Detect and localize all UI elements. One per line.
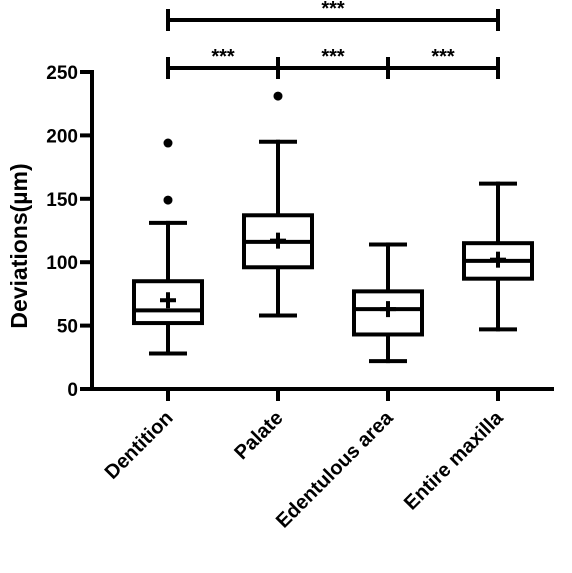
outlier-point	[273, 91, 283, 101]
labels: Deviations(µm)	[6, 163, 32, 328]
y-tick-label: 200	[46, 126, 78, 147]
significance-label: ***	[321, 0, 345, 20]
y-tick-label: 150	[46, 190, 78, 211]
outlier-point	[163, 138, 173, 148]
box-series	[132, 91, 534, 364]
outlier-point	[163, 195, 173, 205]
y-tick-label: 100	[46, 253, 78, 274]
significance-label: ***	[211, 46, 235, 68]
significance-label: ***	[431, 46, 455, 68]
x-category-label: Edentulous area	[272, 406, 398, 532]
x-category-label: Dentition	[101, 407, 178, 484]
y-tick-label: 50	[57, 317, 78, 338]
axes: 0 50 100 150 200 250 Dentition PalateEdentulous…	[46, 63, 554, 533]
significance-brackets: *** *** *** ***	[166, 0, 500, 79]
x-category-label: Entire maxilla	[400, 406, 508, 514]
y-tick-label: 0	[67, 380, 78, 401]
y-tick-label: 250	[46, 63, 78, 84]
significance-label: ***	[321, 46, 345, 68]
x-category-label: Palate	[230, 407, 287, 464]
y-axis-label: Deviations(µm)	[6, 163, 32, 328]
